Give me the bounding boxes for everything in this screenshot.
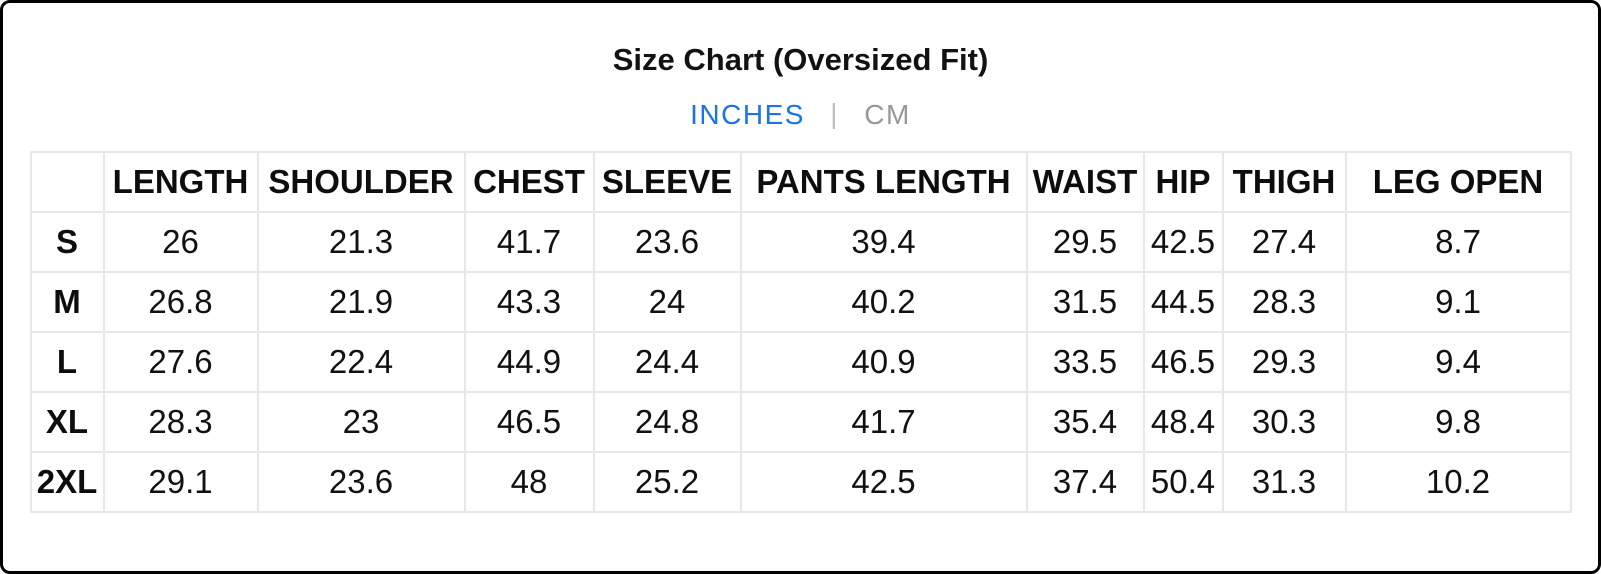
column-header: WAIST <box>1025 151 1145 213</box>
size-value-cell: 9.4 <box>1344 331 1572 393</box>
column-header: HIP <box>1142 151 1224 213</box>
unit-option-cm[interactable]: CM <box>864 99 911 130</box>
size-value-cell: 31.3 <box>1221 451 1347 513</box>
size-value-cell: 24.8 <box>592 391 742 453</box>
size-value-cell: 27.6 <box>102 331 259 393</box>
size-value-cell: 46.5 <box>463 391 595 453</box>
size-value-cell: 41.7 <box>463 211 595 273</box>
size-value-cell: 40.2 <box>739 271 1028 333</box>
size-value-cell: 37.4 <box>1025 451 1145 513</box>
column-header: SHOULDER <box>256 151 466 213</box>
size-value-cell: 8.7 <box>1344 211 1572 273</box>
size-value-cell: 29.5 <box>1025 211 1145 273</box>
page-title: Size Chart (Oversized Fit) <box>612 42 989 77</box>
size-value-cell: 28.3 <box>102 391 259 453</box>
size-value-cell: 23.6 <box>256 451 466 513</box>
size-value-cell: 35.4 <box>1025 391 1145 453</box>
size-chart-table: LENGTH SHOULDER CHEST SLEEVE PANTS LENGTH WAI… <box>29 151 1572 513</box>
column-header-row: LENGTH SHOULDER CHEST SLEEVE PANTS LENGTH WAI… <box>29 151 1572 213</box>
size-value-cell: 23.6 <box>592 211 742 273</box>
size-chart-table-body: S 26 21.3 41.7 23.6 39.4 29.5 42.5 27.4 8.7 M 26.8 2… <box>29 211 1572 513</box>
unit-option-inches[interactable]: INCHES <box>690 99 805 130</box>
size-row-label: XL <box>29 391 105 453</box>
size-value-cell: 42.5 <box>1142 211 1224 273</box>
size-value-cell: 24.4 <box>592 331 742 393</box>
size-value-cell: 28.3 <box>1221 271 1347 333</box>
size-row-label: 2XL <box>29 451 105 513</box>
column-header: CHEST <box>463 151 595 213</box>
column-header: LEG OPEN <box>1344 151 1572 213</box>
size-value-cell: 43.3 <box>463 271 595 333</box>
size-value-cell: 21.9 <box>256 271 466 333</box>
size-value-cell: 25.2 <box>592 451 742 513</box>
size-value-cell: 27.4 <box>1221 211 1347 273</box>
table-row: M 26.8 21.9 43.3 24 40.2 31.5 44.5 28.3 9.1 <box>29 271 1572 333</box>
size-value-cell: 44.5 <box>1142 271 1224 333</box>
size-value-cell: 33.5 <box>1025 331 1145 393</box>
size-value-cell: 31.5 <box>1025 271 1145 333</box>
size-value-cell: 9.8 <box>1344 391 1572 453</box>
corner-header-cell <box>29 151 105 213</box>
size-value-cell: 22.4 <box>256 331 466 393</box>
size-value-cell: 44.9 <box>463 331 595 393</box>
column-header: LENGTH <box>102 151 259 213</box>
size-value-cell: 21.3 <box>256 211 466 273</box>
size-value-cell: 41.7 <box>739 391 1028 453</box>
size-value-cell: 42.5 <box>739 451 1028 513</box>
size-value-cell: 29.3 <box>1221 331 1347 393</box>
size-row-label: L <box>29 331 105 393</box>
size-value-cell: 39.4 <box>739 211 1028 273</box>
size-value-cell: 40.9 <box>739 331 1028 393</box>
size-value-cell: 23 <box>256 391 466 453</box>
unit-toggle-divider: | <box>830 98 840 129</box>
column-header: THIGH <box>1221 151 1347 213</box>
size-value-cell: 50.4 <box>1142 451 1224 513</box>
column-header: SLEEVE <box>592 151 742 213</box>
size-value-cell: 29.1 <box>102 451 259 513</box>
size-value-cell: 26.8 <box>102 271 259 333</box>
size-value-cell: 24 <box>592 271 742 333</box>
size-chart-widget: Size Chart (Oversized Fit) INCHES | CM L… <box>3 3 1598 571</box>
size-value-cell: 10.2 <box>1344 451 1572 513</box>
size-value-cell: 30.3 <box>1221 391 1347 453</box>
table-row: L 27.6 22.4 44.9 24.4 40.9 33.5 46.5 29.3 9.4 <box>29 331 1572 393</box>
size-row-label: M <box>29 271 105 333</box>
size-value-cell: 9.1 <box>1344 271 1572 333</box>
table-row: XL 28.3 23 46.5 24.8 41.7 35.4 48.4 30.3 9.8 <box>29 391 1572 453</box>
size-value-cell: 48.4 <box>1142 391 1224 453</box>
size-value-cell: 46.5 <box>1142 331 1224 393</box>
table-row: 2XL 29.1 23.6 48 25.2 42.5 37.4 50.4 31.3 10.2 <box>29 451 1572 513</box>
size-value-cell: 26 <box>102 211 259 273</box>
table-row: S 26 21.3 41.7 23.6 39.4 29.5 42.5 27.4 8.7 <box>29 211 1572 273</box>
size-row-label: S <box>29 211 105 273</box>
unit-toggle: INCHES | CM <box>3 98 1598 130</box>
column-header: PANTS LENGTH <box>739 151 1028 213</box>
size-value-cell: 48 <box>463 451 595 513</box>
